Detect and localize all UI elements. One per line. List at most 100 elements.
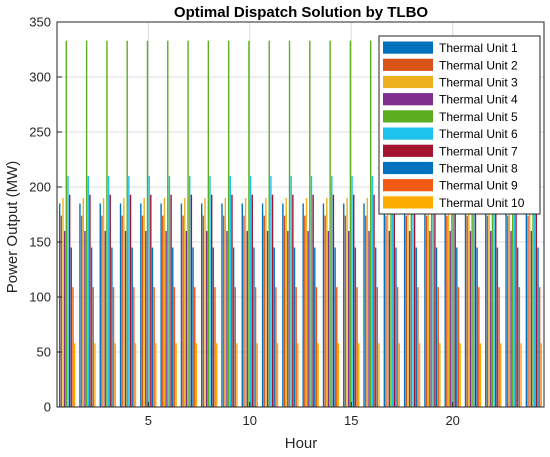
legend-swatch [383, 110, 433, 123]
bar-hour-9-unit-2 [222, 215, 225, 407]
bar-hour-18-unit-5 [410, 40, 412, 407]
bar-hour-16-unit-2 [364, 215, 367, 407]
legend-swatch [383, 196, 433, 209]
bar-hour-7-unit-9 [194, 287, 196, 407]
bar-hour-23-unit-5 [512, 40, 514, 407]
bar-hour-2-unit-3 [82, 198, 84, 407]
bar-hour-14-unit-7 [332, 194, 335, 407]
bar-hour-15-unit-6 [351, 176, 353, 407]
bar-hour-16-unit-4 [368, 231, 370, 407]
bar-hour-10-unit-1 [241, 203, 243, 407]
bar-hour-12-unit-4 [287, 231, 289, 407]
bar-hour-7-unit-2 [182, 215, 184, 407]
bar-hour-18-unit-3 [407, 198, 409, 407]
bar-hour-16-unit-10 [378, 343, 380, 407]
bar-hour-3-unit-4 [104, 231, 106, 407]
bar-hour-19-unit-2 [425, 215, 428, 407]
bar-hour-17-unit-10 [398, 343, 400, 407]
bar-hour-20-unit-3 [447, 198, 450, 407]
bar-hour-24-unit-8 [537, 247, 539, 407]
bar-hour-23-unit-6 [513, 176, 516, 407]
bar-hour-5-unit-9 [153, 287, 155, 407]
bar-hour-17-unit-7 [393, 194, 396, 407]
bar-hour-1-unit-4 [63, 231, 66, 407]
bar-hour-11-unit-6 [270, 176, 272, 407]
bar-hour-6-unit-3 [163, 198, 166, 407]
bar-hour-18-unit-8 [415, 247, 417, 407]
bar-hour-21-unit-6 [473, 176, 475, 407]
bar-hour-17-unit-9 [396, 287, 399, 407]
bar-hour-1-unit-3 [62, 198, 64, 407]
bar-hour-17-unit-6 [391, 176, 394, 407]
bar-hour-15-unit-4 [348, 231, 350, 407]
legend-swatch [383, 144, 433, 157]
bar-hour-11-unit-5 [268, 40, 270, 407]
bar-hour-24-unit-1 [525, 203, 528, 407]
y-axis-label: Power Output (MW) [4, 161, 21, 294]
bar-hour-5-unit-10 [155, 343, 157, 407]
bar-hour-12-unit-5 [288, 40, 291, 407]
bar-hour-2-unit-7 [89, 194, 91, 407]
bar-hour-21-unit-7 [474, 194, 477, 407]
bar-hour-13-unit-2 [304, 215, 306, 407]
bar-hour-12-unit-6 [290, 176, 292, 407]
bar-hour-24-unit-9 [538, 287, 541, 407]
y-tick-label: 50 [37, 345, 51, 360]
bar-hour-20-unit-1 [444, 203, 446, 407]
bar-hour-10-unit-8 [253, 247, 255, 407]
bar-hour-22-unit-5 [491, 40, 494, 407]
bar-hour-22-unit-6 [493, 176, 495, 407]
bar-hour-17-unit-3 [386, 198, 389, 407]
bar-hour-11-unit-1 [261, 203, 264, 407]
bar-hour-14-unit-2 [324, 215, 326, 407]
bar-hour-23-unit-4 [510, 231, 512, 407]
legend-swatch [383, 58, 433, 71]
bar-hour-19-unit-9 [437, 287, 439, 407]
bar-hour-3-unit-1 [99, 203, 101, 407]
bar-hour-7-unit-3 [184, 198, 186, 407]
bar-hour-10-unit-7 [251, 194, 253, 407]
bar-hour-10-unit-2 [243, 215, 245, 407]
bar-hour-5-unit-6 [148, 176, 150, 407]
y-axis-ticks: 0 50 100 150 200 250 300 350 [29, 15, 62, 415]
bar-hour-6-unit-9 [173, 287, 176, 407]
bar-hour-19-unit-1 [424, 203, 426, 407]
y-tick-label: 250 [29, 125, 51, 140]
bar-hour-19-unit-6 [432, 176, 434, 407]
bar-hour-1-unit-7 [68, 194, 71, 407]
bar-hour-11-unit-4 [266, 231, 269, 407]
bar-hour-6-unit-7 [170, 194, 172, 407]
bar-hour-10-unit-4 [246, 231, 248, 407]
bar-hour-23-unit-3 [508, 198, 511, 407]
bar-hour-18-unit-1 [403, 203, 406, 407]
bar-hour-16-unit-3 [366, 198, 369, 407]
bar-hour-12-unit-1 [282, 203, 284, 407]
bar-hour-2-unit-5 [85, 40, 88, 407]
bar-hour-15-unit-9 [356, 287, 358, 407]
bar-hour-1-unit-2 [60, 215, 63, 407]
bar-hour-6-unit-10 [175, 343, 177, 407]
bar-hour-18-unit-9 [417, 287, 419, 407]
bar-hour-11-unit-10 [276, 343, 279, 407]
bar-hour-4-unit-2 [121, 215, 123, 407]
bar-hour-13-unit-4 [307, 231, 309, 407]
bar-hour-15-unit-2 [344, 215, 347, 407]
legend-label: Thermal Unit 4 [439, 93, 518, 107]
bar-hour-13-unit-10 [317, 343, 319, 407]
bar-hour-10-unit-6 [249, 176, 252, 407]
bar-hour-1-unit-6 [67, 176, 69, 407]
y-tick-label: 350 [29, 15, 51, 30]
bar-hour-15-unit-5 [349, 40, 352, 407]
bar-hour-21-unit-10 [479, 343, 482, 407]
bar-hour-7-unit-7 [190, 194, 193, 407]
bar-hour-6-unit-6 [168, 176, 171, 407]
bar-hour-22-unit-1 [485, 203, 487, 407]
bar-hour-4-unit-3 [123, 198, 125, 407]
bar-hour-4-unit-8 [131, 247, 133, 407]
bars [58, 40, 543, 407]
bar-hour-23-unit-10 [520, 343, 522, 407]
bar-hour-1-unit-10 [73, 343, 76, 407]
bar-hour-11-unit-7 [271, 194, 274, 407]
bar-hour-5-unit-3 [143, 198, 145, 407]
bar-hour-8-unit-10 [215, 343, 218, 407]
